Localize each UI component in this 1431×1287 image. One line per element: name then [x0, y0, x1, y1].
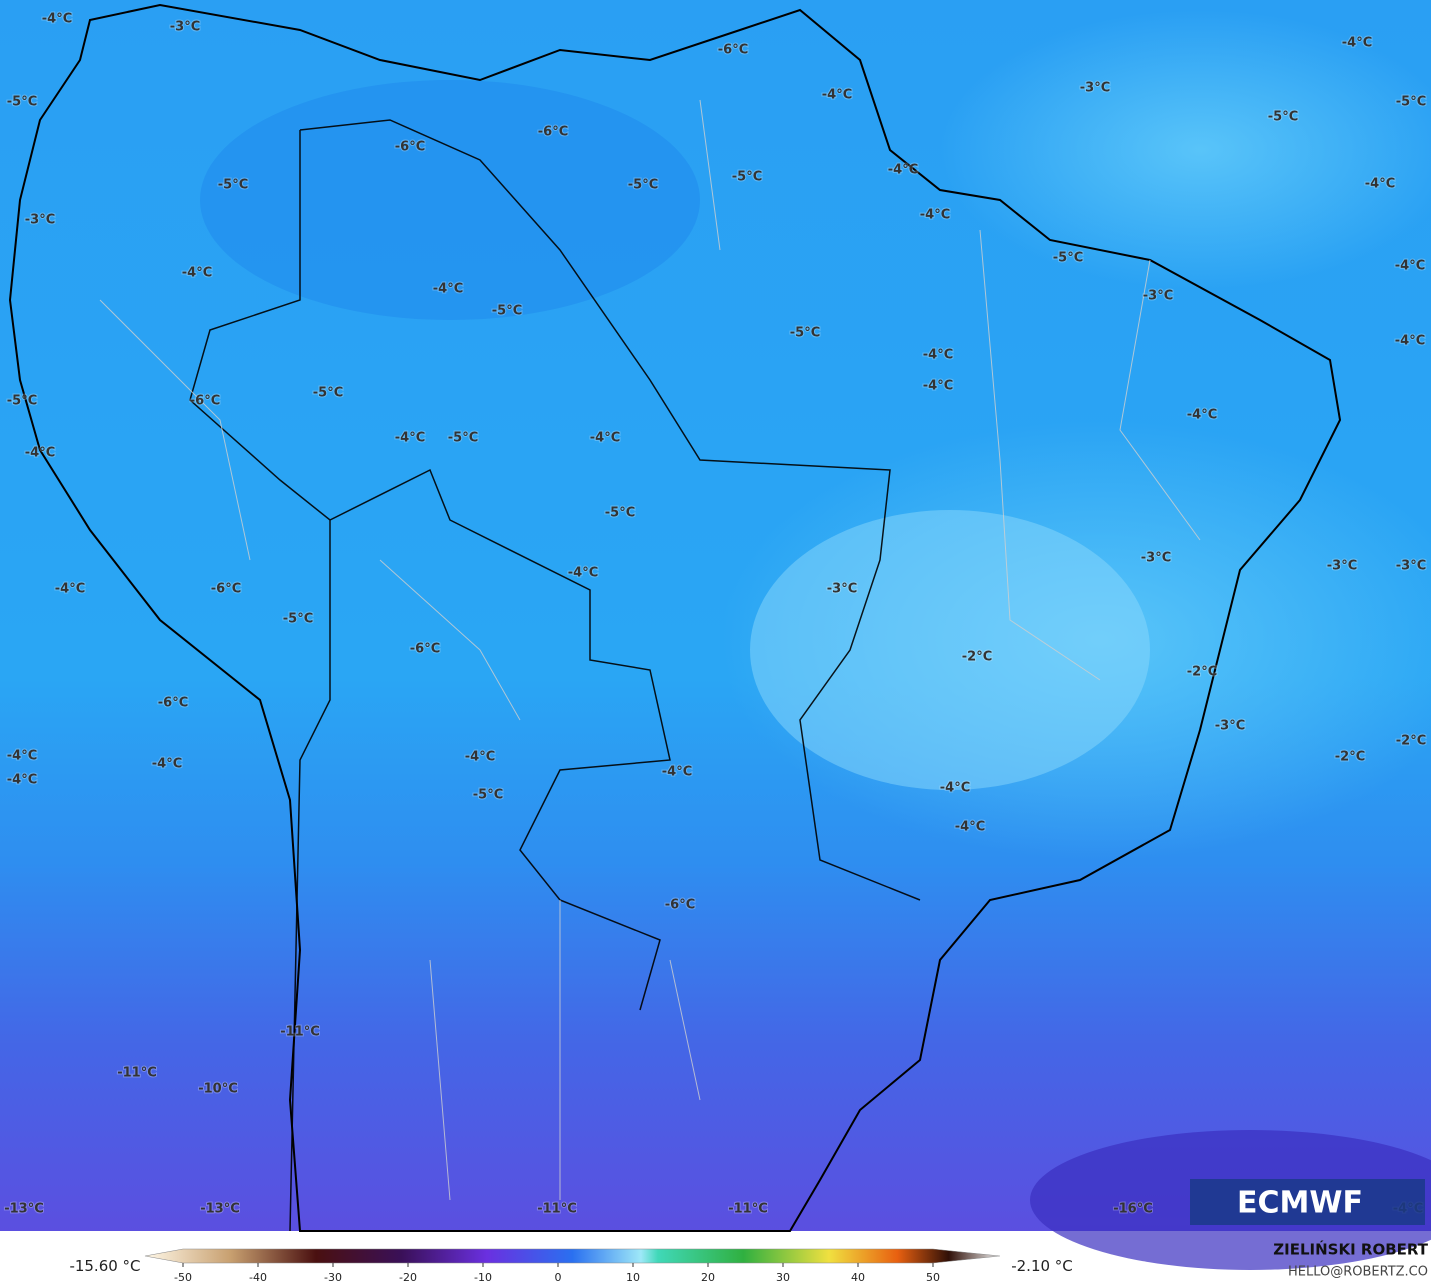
colorbar-tick-label: 30 [776, 1271, 790, 1284]
temperature-label: -4°C [42, 12, 72, 27]
temperature-label: -11°C [728, 1202, 768, 1217]
temperature-label: -4°C [7, 773, 37, 788]
coastline [8, 3, 1342, 1232]
field-patch [750, 510, 1150, 790]
temperature-label: -5°C [790, 326, 820, 341]
colorbar: -15.60 °C -2.10 °C -50 -40 -30 -20 -10 0 10 20 3… [69, 1248, 1073, 1284]
colorbar-tick-label: 50 [926, 1271, 940, 1284]
temperature-label: -3°C [1080, 81, 1110, 96]
logo: ECMWF [1237, 1186, 1363, 1221]
temperature-label: -6°C [158, 696, 188, 711]
temperature-label: -13°C [200, 1202, 240, 1217]
temperature-label: -2°C [1187, 665, 1217, 680]
temperature-label: -13°C [4, 1202, 44, 1217]
colorbar-tick-label: 40 [851, 1271, 865, 1284]
colorbar-tick-label: -20 [399, 1271, 417, 1284]
temperature-label: -3°C [25, 213, 55, 228]
max-label: -2.10 °C [1011, 1257, 1073, 1275]
temperature-label: -6°C [665, 898, 695, 913]
temperature-label: -5°C [1396, 95, 1426, 110]
temperature-label: -6°C [395, 140, 425, 155]
temperature-label: -4°C [55, 582, 85, 597]
temperature-label: -5°C [628, 178, 658, 193]
temperature-label: -4°C [1395, 334, 1425, 349]
temperature-label: -5°C [732, 170, 762, 185]
temperature-label: -4°C [955, 820, 985, 835]
temperature-label: -2°C [1335, 750, 1365, 765]
field-patch [200, 80, 700, 320]
temperature-label: -5°C [605, 506, 635, 521]
colorbar-tick-label: -50 [174, 1271, 192, 1284]
temperature-label: -4°C [1395, 259, 1425, 274]
temperature-label: -11°C [537, 1202, 577, 1217]
temperature-label: -3°C [170, 20, 200, 35]
temperature-label: -6°C [211, 582, 241, 597]
temperature-label: -4°C [940, 781, 970, 796]
borders [189, 119, 921, 1232]
temperature-label: -4°C [920, 208, 950, 223]
temperature-label: -5°C [1053, 251, 1083, 266]
temperature-label: -4°C [182, 266, 212, 281]
temperature-label: -4°C [433, 282, 463, 297]
temperature-label: -3°C [827, 582, 857, 597]
temperature-label: -4°C [25, 446, 55, 461]
temperature-label: -4°C [590, 431, 620, 446]
temperature-label: -3°C [1327, 559, 1357, 574]
temperature-label: -5°C [7, 95, 37, 110]
temperature-label: -4°C [395, 431, 425, 446]
temperature-label: -5°C [218, 178, 248, 193]
colorbar-tick-label: 10 [626, 1271, 640, 1284]
temperature-label: -6°C [410, 642, 440, 657]
temperature-label: -4°C [822, 88, 852, 103]
logo-box [1190, 1179, 1425, 1225]
temperature-label: -10°C [198, 1082, 238, 1097]
temperature-label: -11°C [280, 1025, 320, 1040]
temperature-label: -3°C [1396, 559, 1426, 574]
temperature-label: -4°C [152, 757, 182, 772]
min-label: -15.60 °C [69, 1257, 140, 1275]
colorbar-tick-label: -30 [324, 1271, 342, 1284]
temperature-label: -4°C [923, 348, 953, 363]
temperature-label: -4°C [923, 379, 953, 394]
temperature-label: -5°C [313, 386, 343, 401]
temperature-label: -5°C [1268, 110, 1298, 125]
temperature-label: -4°C [7, 749, 37, 764]
temperature-label: -2°C [962, 650, 992, 665]
temperature-label: -6°C [538, 125, 568, 140]
state-borders [99, 99, 1201, 1201]
temperature-label: -4°C [568, 566, 598, 581]
temperature-label: -2°C [1396, 734, 1426, 749]
temperature-labels: -4°C -3°C -6°C -4°C -5°C -3°C -4°C -5°C -5°C -6°C… [3, 11, 1427, 1218]
temperature-label: -11°C [117, 1066, 157, 1081]
temperature-label: -5°C [7, 394, 37, 409]
temperature-label: -4°C [465, 750, 495, 765]
temperature-label: -4°C [1342, 36, 1372, 51]
colorbar-tick-label: 0 [555, 1271, 562, 1284]
temperature-label: -4°C [1365, 177, 1395, 192]
colorbar-tick-label: 20 [701, 1271, 715, 1284]
temperature-label: -16°C [1113, 1202, 1153, 1217]
temperature-label: -6°C [190, 394, 220, 409]
temperature-label: -3°C [1215, 719, 1245, 734]
field-patch [940, 10, 1431, 290]
temperature-label: -6°C [718, 43, 748, 58]
temperature-label: -5°C [283, 612, 313, 627]
colorbar-bar [144, 1248, 1001, 1264]
credit-name: ZIELIŃSKI ROBERT [1273, 1240, 1428, 1259]
colorbar-tick-label: -10 [474, 1271, 492, 1284]
credit-contact: HELLO@ROBERTZ.CO [1288, 1265, 1428, 1280]
colorbar-tick-label: -40 [249, 1271, 267, 1284]
temperature-label: -4°C [1187, 408, 1217, 423]
temperature-label: -5°C [448, 431, 478, 446]
temperature-label: -5°C [473, 788, 503, 803]
temperature-label: -4°C [888, 163, 918, 178]
temperature-label: -3°C [1141, 551, 1171, 566]
temperature-label: -3°C [1143, 289, 1173, 304]
temperature-label: -4°C [662, 765, 692, 780]
temperature-label: -5°C [492, 304, 522, 319]
